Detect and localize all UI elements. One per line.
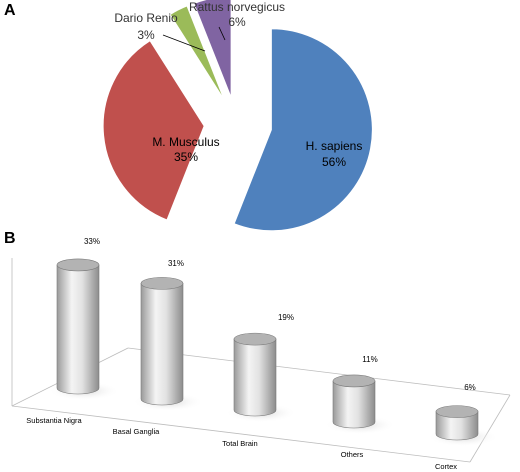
bar-category-label: Basal Ganglia bbox=[113, 427, 161, 436]
bar-value-label: 6% bbox=[464, 383, 476, 392]
pie-label-value: 35% bbox=[174, 150, 198, 164]
pie-leader-line bbox=[218, 26, 226, 41]
pie-slice-h-sapiens bbox=[233, 28, 373, 232]
pie-label-category: Dario Renio bbox=[114, 11, 178, 25]
bar-value-label: 19% bbox=[278, 313, 294, 322]
panel-a-letter: A bbox=[4, 2, 16, 19]
brain-region-bar-chart: 33% Substantia Nigra 31% Basal Ganglia 19% To… bbox=[26, 237, 499, 471]
bar-category-label: Others bbox=[341, 450, 364, 459]
pie-label-value: 56% bbox=[322, 155, 346, 169]
bar-floor bbox=[11, 258, 511, 463]
bar-value-label: 31% bbox=[168, 259, 184, 268]
bar-cap-cortex bbox=[435, 405, 479, 418]
pie-label-category: H. sapiens bbox=[306, 139, 363, 153]
bar-cap-others bbox=[332, 374, 376, 388]
pie-slice-rattus-norvegicus bbox=[193, 0, 232, 98]
bar-cylinder-others bbox=[332, 380, 376, 429]
bar-cylinder-total-brain bbox=[233, 338, 277, 417]
pie-label-value: 3% bbox=[137, 28, 155, 42]
pie-leader-line bbox=[162, 34, 206, 52]
pie-label-category: Rattus norvegicus bbox=[189, 0, 285, 14]
pie-slice-m-musculus bbox=[102, 40, 205, 221]
bar-value-label: 11% bbox=[362, 355, 377, 364]
pie-slice-dario-renio bbox=[169, 5, 225, 101]
bar-category-label: Cortex bbox=[435, 462, 457, 471]
bar-cylinder-basal-ganglia bbox=[140, 283, 184, 406]
bar-cap-basal-ganglia bbox=[140, 277, 184, 290]
panel-b-letter: B bbox=[4, 230, 16, 247]
bar-value-label: 33% bbox=[84, 237, 100, 246]
bar-category-label: Total Brain bbox=[222, 439, 257, 448]
pie-label-value: 6% bbox=[228, 15, 246, 29]
bar-cap-total-brain bbox=[233, 332, 277, 346]
bar-cylinder-substantia-nigra bbox=[56, 264, 100, 395]
bar-cap-substantia-nigra bbox=[56, 258, 100, 272]
bar-category-label: Substantia Nigra bbox=[26, 416, 82, 425]
bar-cylinder-cortex bbox=[435, 411, 479, 441]
pie-label-category: M. Musculus bbox=[152, 135, 219, 149]
